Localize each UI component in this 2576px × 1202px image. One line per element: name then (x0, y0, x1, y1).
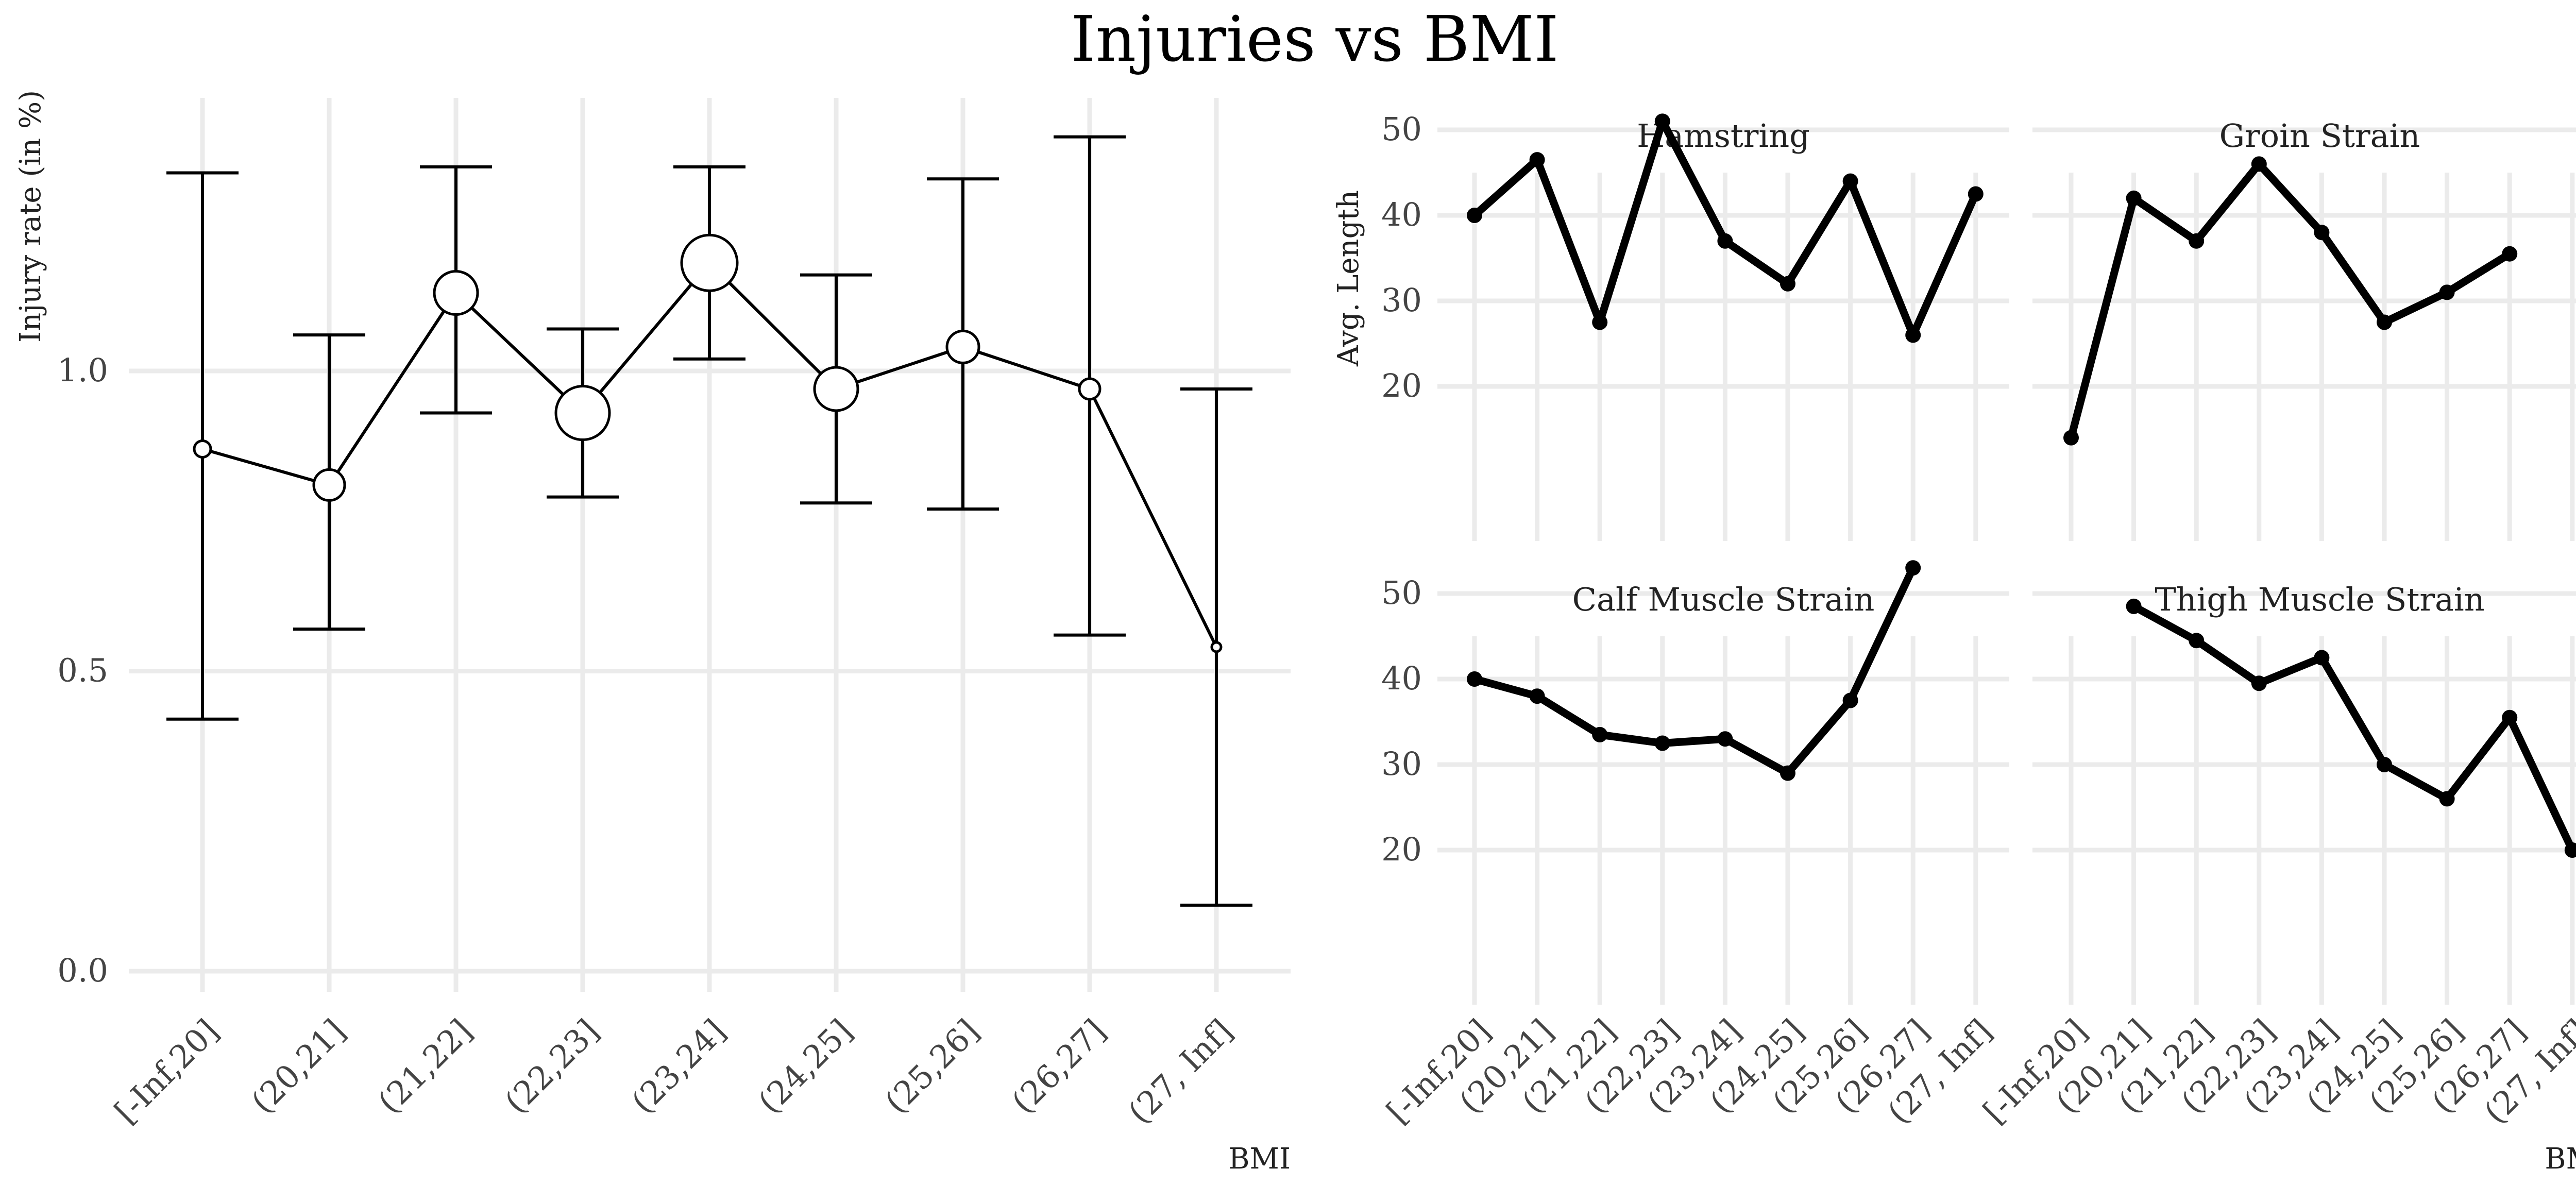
left-data-point (554, 385, 611, 442)
facet-title: Calf Muscle Strain (1572, 581, 1875, 618)
facet-data-point (1968, 186, 1984, 202)
facet-data-point (1529, 688, 1545, 704)
facet-data-point (1467, 208, 1482, 223)
facet-y-tick-label: 50 (1381, 110, 1422, 148)
facet-y-tick-label: 30 (1381, 745, 1422, 783)
facet-data-point (2439, 791, 2455, 807)
facet-data-point (2377, 757, 2392, 772)
facet-data-point (1717, 233, 1733, 249)
facet-data-point (2126, 190, 2142, 206)
left-y-tick-label: 1.0 (57, 351, 108, 389)
facet-data-point (1592, 726, 1608, 742)
facet-data-point (2251, 156, 2267, 172)
left-data-point (813, 366, 859, 412)
facet-data-point (1905, 327, 1921, 343)
facet-data-point (2564, 842, 2576, 858)
facet-title: Groin Strain (2219, 117, 2420, 155)
facet-data-point (2251, 675, 2267, 691)
facet-data-point (1905, 560, 1921, 576)
left-data-point (193, 439, 212, 459)
left-x-tick-label: (22,23] (497, 1012, 606, 1121)
facet-series-line (2067, 160, 2514, 442)
facet-y-axis-label: Avg. Length (1332, 190, 1365, 367)
facet-x-axis-label: BMI (2545, 1142, 2576, 1176)
facet-data-point (2314, 650, 2330, 666)
left-y-tick-label: 0.5 (57, 652, 108, 689)
facet-data-point (1592, 314, 1608, 330)
facet-series-line (1470, 564, 1917, 777)
facet-data-point (2189, 233, 2205, 249)
left-data-point (945, 329, 980, 364)
facet-data-point (1842, 692, 1858, 708)
facet-y-tick-label: 30 (1381, 281, 1422, 319)
left-data-point (1078, 377, 1101, 401)
left-points (193, 233, 1223, 653)
left-data-point (433, 270, 479, 316)
facet-data-point (2314, 225, 2330, 241)
facet-y-tick-label: 40 (1381, 196, 1422, 233)
left-data-point (680, 233, 739, 292)
facet-y-tick-label: 50 (1381, 574, 1422, 612)
facet-data-point (1780, 765, 1795, 781)
facet-data-point (2063, 430, 2079, 446)
left-x-tick-label: (27, Inf] (1121, 1012, 1240, 1131)
facet-y-tick-label: 20 (1381, 367, 1422, 404)
facet-data-point (2502, 246, 2518, 262)
facet-panel-thigh-muscle-strain: Thigh Muscle Strain[-Inf,20](20,21](21,2… (1976, 581, 2576, 1131)
figure-title: Injuries vs BMI (1071, 3, 1558, 76)
facet-data-point (2189, 633, 2205, 649)
left-y-tick-label: 0.0 (57, 952, 108, 989)
left-x-axis-label: BMI (1228, 1142, 1291, 1176)
left-x-tick-labels: [-Inf,20] (20,21] (21,22] (22,23] (23,24] (24… (107, 1012, 1240, 1131)
facet-data-point (1717, 731, 1733, 747)
facet-data-point (1842, 173, 1858, 189)
facet-series-line (2130, 602, 2576, 854)
facet-data-point (1529, 152, 1545, 168)
facet-panel-groin-strain: Groin Strain (2032, 117, 2576, 541)
left-x-tick-label: (24,25] (751, 1012, 859, 1121)
facet-data-point (1780, 276, 1795, 292)
left-data-point (1210, 641, 1223, 653)
facet-data-point (1654, 735, 1670, 751)
facet-data-point (1467, 671, 1482, 687)
left-x-tick-label: (23,24] (624, 1012, 733, 1121)
left-x-tick-label: (21,22] (370, 1012, 479, 1121)
facet-y-tick-label: 20 (1381, 831, 1422, 868)
left-chart-panel: 0.0 0.5 1.0 [-Inf,20] (20,21] (21,22] (22,23]… (14, 90, 1291, 1176)
facet-panel-calf-muscle-strain: Calf Muscle Strain20304050[-Inf,20](20,2… (1379, 560, 2009, 1131)
left-x-tick-label: (20,21] (244, 1012, 352, 1121)
facet-title: Thigh Muscle Strain (2155, 581, 2484, 618)
left-y-axis-label: Injury rate (in %) (14, 90, 47, 343)
left-x-tick-label: (25,26] (877, 1012, 986, 1121)
left-y-tick-labels: 0.0 0.5 1.0 (57, 351, 108, 989)
facet-data-point (2502, 709, 2518, 725)
left-x-tick-label: [-Inf,20] (107, 1012, 226, 1131)
facet-data-point (2126, 598, 2142, 614)
facet-y-tick-label: 40 (1381, 659, 1422, 697)
left-x-tick-label: (26,27] (1004, 1012, 1113, 1121)
facet-data-point (1654, 113, 1670, 129)
facet-data-point (2377, 314, 2392, 330)
left-data-point (312, 468, 346, 502)
facet-data-point (2439, 284, 2455, 300)
